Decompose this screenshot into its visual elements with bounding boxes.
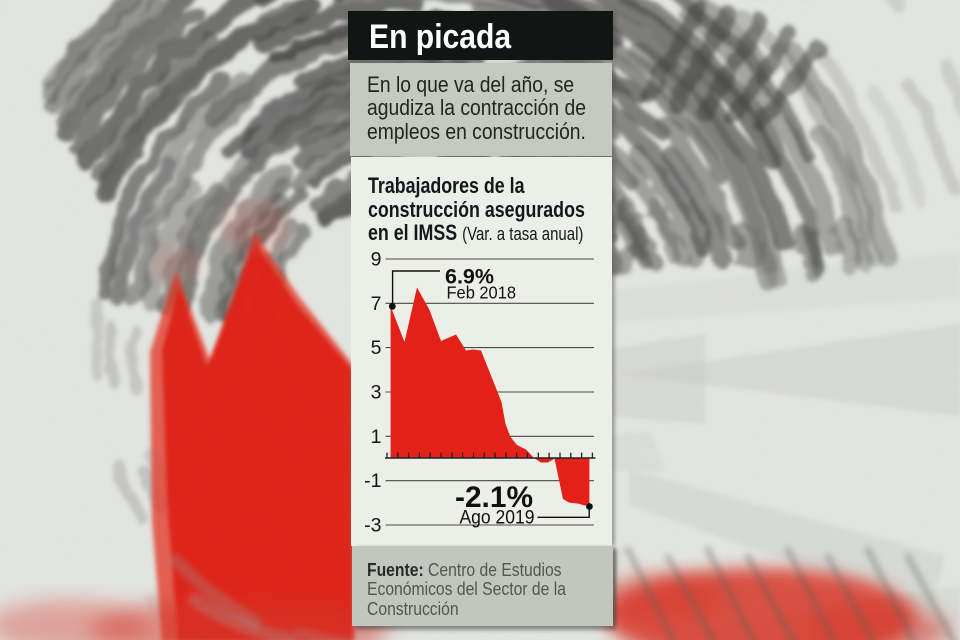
svg-text:9: 9 xyxy=(371,249,382,271)
svg-text:-1: -1 xyxy=(364,470,381,492)
svg-text:1: 1 xyxy=(371,426,382,448)
svg-text:6.9%: 6.9% xyxy=(445,265,494,289)
svg-text:7: 7 xyxy=(371,293,382,315)
svg-text:3: 3 xyxy=(371,382,382,404)
svg-text:5: 5 xyxy=(371,337,382,359)
svg-text:Feb 2018: Feb 2018 xyxy=(447,283,517,303)
svg-text:-2.1%: -2.1% xyxy=(455,481,533,514)
svg-text:-3: -3 xyxy=(364,515,381,537)
svg-text:Ago 2019: Ago 2019 xyxy=(460,508,535,529)
